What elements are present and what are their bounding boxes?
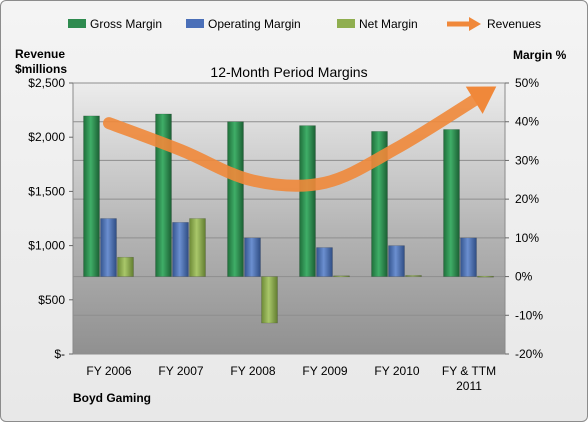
bar-net-margin [333,275,350,278]
bar-net-margin [261,276,278,324]
right-axis-title: Margin % [513,48,567,62]
legend-label-net-margin: Net Margin [359,17,418,31]
x-axis-ticks: FY 2006 FY 2007 FY 2008 FY 2009 FY 2010 FY & … [86,364,496,393]
left-axis-title-line1: Revenue [15,47,65,61]
bar-net-margin [189,218,206,277]
legend-swatch-operating-margin [186,19,204,28]
gridlines [73,82,505,355]
left-tick-label: $1,000 [28,239,65,253]
bar-operating-margin [460,237,477,277]
x-tick-label: FY 2010 [374,364,419,378]
left-axis-title-line2: $millions [15,62,67,76]
bar-gross-margin [83,115,100,277]
right-tick-label: 20% [515,192,539,206]
right-tick-label: 10% [515,231,539,245]
right-tick-label: -10% [515,308,543,322]
x-tick-label: FY 2006 [86,364,131,378]
bar-gross-margin [371,131,388,277]
revenue-arrowhead [465,86,497,114]
footnote: Boyd Gaming [73,391,151,405]
x-tick-label: 2011 [456,379,482,393]
bar-net-margin [117,256,134,277]
bar-gross-margin [299,125,316,277]
right-tick-label: -20% [515,347,543,361]
bar-gross-margin [443,129,460,277]
legend-swatch-net-margin [337,19,355,28]
legend-label-revenues: Revenues [487,17,541,31]
bars-group [83,113,494,324]
bar-gross-margin [155,113,172,277]
legend-label-operating-margin: Operating Margin [208,17,301,31]
left-tick-label: $2,000 [28,130,65,144]
x-tick-label: FY & TTM [442,364,496,378]
legend-arrowhead-revenues [469,17,481,31]
bar-operating-margin [244,237,261,277]
bar-operating-margin [316,247,333,277]
right-tick-label: 50% [515,76,539,90]
right-axis-ticks: -20% -10% 0% 10% 20% 30% 40% 50% [505,76,543,361]
x-tick-label: FY 2009 [302,364,347,378]
bar-gross-margin [227,121,244,277]
right-tick-label: 0% [515,270,533,284]
chart-title: 12-Month Period Margins [210,64,367,80]
bar-operating-margin [100,218,117,277]
left-tick-label: $1,500 [28,184,65,198]
bar-operating-margin [172,222,189,277]
left-axis-ticks: $- $500 $1,000 $1,500 $2,000 $2,500 [28,76,73,361]
x-tick-label: FY 2008 [230,364,275,378]
bar-net-margin [405,275,422,277]
left-tick-label: $2,500 [28,76,65,90]
bar-net-margin [477,275,494,278]
legend-label-gross-margin: Gross Margin [90,17,162,31]
revenue-line [103,90,487,192]
legend-swatch-gross-margin [68,19,86,28]
revenue-arrow-group [103,86,497,192]
x-tick-label: FY 2007 [158,364,203,378]
bar-operating-margin [388,245,405,277]
right-tick-label: 40% [515,115,539,129]
right-tick-label: 30% [515,153,539,167]
legend: Gross Margin Operating Margin Net Margin… [68,17,541,31]
left-tick-label: $- [54,347,65,361]
left-tick-label: $500 [38,293,65,307]
